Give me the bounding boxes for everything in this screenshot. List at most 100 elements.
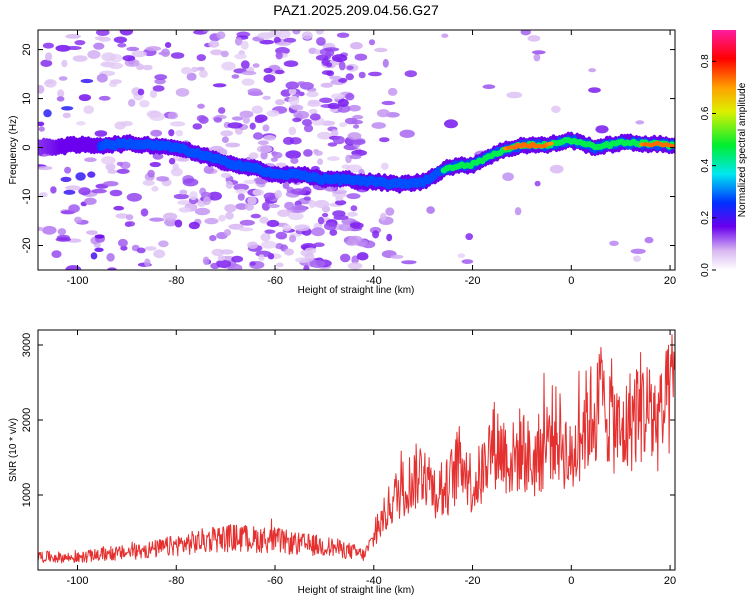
noise-blob (248, 152, 259, 160)
noise-blob (314, 150, 323, 156)
noise-blob (234, 53, 247, 60)
noise-blob (249, 122, 256, 130)
noise-blob (110, 79, 122, 84)
noise-blob (61, 59, 68, 68)
noise-blob (372, 230, 380, 239)
noise-blob (358, 71, 366, 79)
noise-blob (264, 229, 276, 234)
noise-blob (39, 192, 48, 198)
noise-blob (220, 249, 234, 255)
noise-blob (233, 183, 249, 191)
y-tick-label: 20 (21, 43, 33, 55)
noise-blob (256, 145, 273, 154)
noise-blob (317, 216, 325, 225)
noise-blob (323, 222, 337, 231)
noise-blob (43, 109, 52, 118)
colorbar-tick-label: 0.4 (700, 158, 711, 172)
noise-blob (313, 242, 325, 247)
noise-blob (298, 91, 305, 97)
noise-blob (301, 31, 313, 40)
noise-blob (322, 213, 329, 218)
noise-blob (303, 124, 314, 133)
noise-blob (292, 104, 304, 111)
noise-blob (65, 46, 82, 50)
noise-blob (339, 122, 347, 128)
noise-blob (482, 84, 496, 89)
noise-blob (380, 212, 387, 221)
noise-blob (283, 60, 299, 67)
noise-blob (239, 219, 255, 226)
noise-blob (235, 188, 247, 194)
noise-blob (164, 42, 172, 48)
noise-blob (242, 116, 250, 124)
noise-blob (386, 233, 393, 242)
noise-blob (149, 217, 165, 222)
noise-blob (644, 236, 654, 244)
spectrogram-heatmap (38, 30, 675, 270)
noise-blob (345, 93, 355, 101)
noise-blob (282, 181, 290, 189)
noise-blob (338, 61, 346, 71)
noise-blob (347, 132, 362, 141)
noise-blob (282, 224, 292, 232)
colorbar-tick-label: 0.8 (700, 54, 711, 68)
noise-blob (38, 121, 45, 127)
noise-blob (368, 39, 376, 46)
noise-blob (461, 259, 474, 264)
noise-blob (192, 123, 203, 130)
noise-blob (327, 102, 340, 110)
noise-blob (309, 259, 326, 268)
noise-blob (294, 224, 310, 232)
noise-blob (163, 212, 178, 221)
colorbar-tick-label: 0.0 (700, 263, 711, 277)
noise-blob (337, 98, 349, 107)
noise-blob (245, 203, 254, 211)
noise-blob (307, 101, 321, 107)
noise-blob (216, 259, 230, 266)
noise-blob (348, 104, 361, 112)
y-tick-label: 1000 (21, 483, 33, 507)
noise-blob (349, 222, 364, 229)
noise-blob (117, 43, 127, 48)
noise-blob (303, 149, 313, 157)
noise-blob (154, 78, 166, 85)
noise-blob (630, 248, 646, 254)
noise-blob (326, 62, 333, 68)
noise-blob (426, 206, 435, 214)
noise-blob (116, 161, 124, 166)
y-tick-label: 0 (21, 144, 33, 150)
noise-blob (243, 179, 256, 185)
colorbar-ticks: 0.0 0.2 0.4 0.6 0.8 (700, 54, 716, 277)
noise-blob (311, 227, 325, 237)
noise-blob (288, 212, 304, 221)
noise-blob (259, 216, 269, 224)
noise-blob (84, 197, 97, 205)
noise-blob (147, 169, 155, 178)
noise-blob (45, 80, 54, 85)
x-tick-label: -20 (465, 275, 481, 287)
noise-blob (87, 171, 96, 178)
noise-blob (94, 247, 104, 252)
noise-blob (220, 50, 229, 58)
noise-blob (285, 81, 300, 90)
noise-blob (40, 59, 53, 67)
x-tick-label: 0 (568, 575, 574, 587)
noise-blob (259, 39, 275, 45)
y-tick-label: -20 (21, 238, 33, 254)
noise-blob (301, 119, 313, 126)
noise-blob (289, 95, 298, 101)
noise-blob (149, 161, 161, 168)
snr-panel: -100 -80 -60 -40 -20 0 20 1000 2000 3000 Height o… (8, 329, 676, 596)
noise-blob (257, 140, 269, 145)
noise-blob (346, 164, 363, 173)
snr-y-label: SNR (10 * v/v) (8, 418, 19, 482)
noise-blob (144, 258, 151, 267)
noise-blob (399, 129, 415, 138)
ridge-cell (547, 141, 554, 146)
colorbar: 0.0 0.2 0.4 0.6 0.8 Normalized spectral ampl… (700, 30, 748, 277)
noise-blob (218, 107, 226, 114)
noise-blob (237, 193, 245, 201)
noise-blob (208, 40, 220, 48)
